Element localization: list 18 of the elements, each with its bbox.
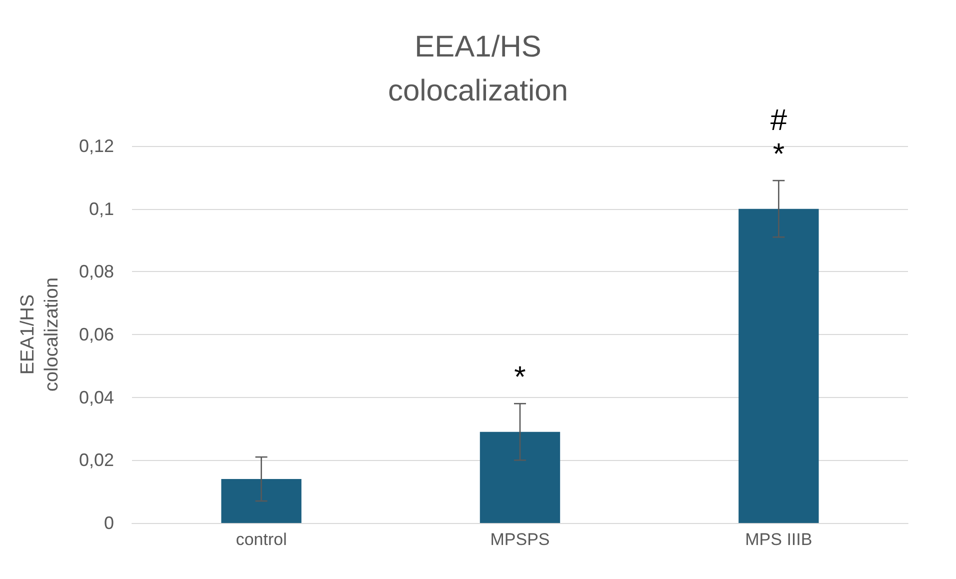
y-tick-label: 0,1 [88,198,114,219]
annotation: * [772,138,785,172]
bar [221,479,302,523]
y-tick-label: 0,12 [78,136,114,156]
y-axis-title: EEA1/HS colocalization [18,277,62,392]
y-tick-label: 0,04 [78,387,114,408]
bar [480,432,560,523]
y-tick-label: 0,08 [78,262,114,282]
y-tick-label: 0,02 [78,450,114,470]
bar [738,208,819,523]
y-tick-label: 0 [104,513,114,533]
annotation: * [514,361,526,394]
x-tick-label: MPSPS [490,530,550,549]
text: # [770,104,788,138]
x-tick-label: MPS IIIB [745,530,812,549]
y-tick-label: 0,06 [78,324,114,344]
x-tick-label: control [236,530,287,549]
chart-title: EEA1/HS colocalization [388,30,568,108]
